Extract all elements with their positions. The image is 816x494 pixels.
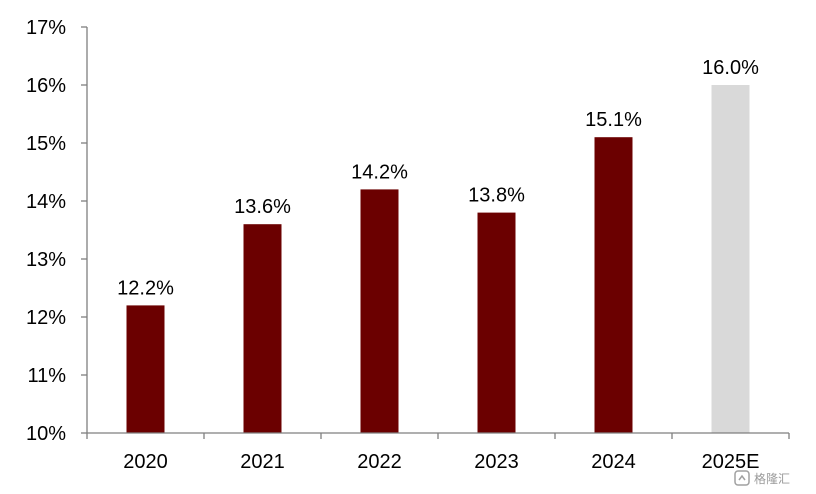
watermark: 格隆汇 xyxy=(734,470,790,486)
bar-2025e xyxy=(711,85,750,433)
x-tick-label-2021: 2021 xyxy=(240,451,285,473)
bar-2023 xyxy=(477,212,516,433)
bar-2022 xyxy=(360,189,399,433)
x-axis: 2020 2021 2022 2023 2024 2025E xyxy=(86,432,790,473)
bars xyxy=(126,85,750,433)
data-labels: 12.2% 13.6% 14.2% 13.8% 15.1% 16.0% xyxy=(117,57,759,299)
y-tick-label: 15% xyxy=(26,133,66,155)
y-tick-label: 16% xyxy=(26,75,66,97)
y-tick-label: 13% xyxy=(26,249,66,271)
x-tick-label-2025e: 2025E xyxy=(702,451,760,473)
x-tick-label-2020: 2020 xyxy=(123,451,168,473)
data-label-2021: 13.6% xyxy=(234,196,291,218)
bar-2021 xyxy=(243,224,282,433)
y-tick-label: 12% xyxy=(26,307,66,329)
bar-2020 xyxy=(126,305,165,433)
x-tick-label-2024: 2024 xyxy=(591,451,636,473)
y-tick-label: 10% xyxy=(26,423,66,445)
x-tick-label-2023: 2023 xyxy=(474,451,519,473)
data-label-2024: 15.1% xyxy=(585,109,642,131)
x-tick-label-2022: 2022 xyxy=(357,451,402,473)
bar-2024 xyxy=(594,137,633,433)
y-tick-label: 17% xyxy=(26,17,66,39)
y-tick-label: 14% xyxy=(26,191,66,213)
data-label-2022: 14.2% xyxy=(351,161,408,183)
data-label-2025e: 16.0% xyxy=(702,57,759,79)
data-label-2023: 13.8% xyxy=(468,185,525,207)
data-label-2020: 12.2% xyxy=(117,277,174,299)
watermark-logo-icon xyxy=(734,470,750,486)
y-tick-label: 11% xyxy=(27,365,66,387)
watermark-text: 格隆汇 xyxy=(754,471,790,486)
y-axis: 10% 11% 12% 13% 14% 15% 16% 17% xyxy=(26,17,88,445)
